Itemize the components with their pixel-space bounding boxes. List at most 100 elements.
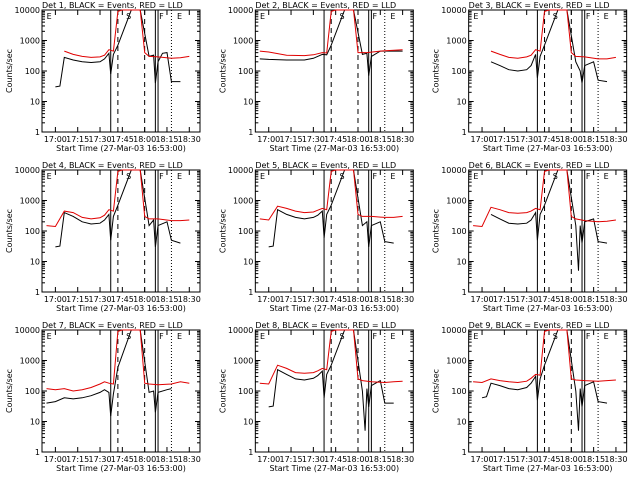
- x-tick-label: 18:15: [155, 295, 178, 304]
- series-lld-line: [46, 329, 190, 392]
- y-tick-label: 100: [238, 67, 253, 76]
- x-tick-label: 18:15: [155, 455, 178, 464]
- time-marker-letter: F: [372, 172, 377, 181]
- y-tick-label: 1: [462, 448, 467, 457]
- x-tick-label: 17:15: [493, 295, 516, 304]
- time-marker-letter: F: [586, 172, 591, 181]
- x-tick-label: 18:00: [346, 455, 369, 464]
- y-tick-label: 100: [451, 67, 466, 76]
- x-tick-label: 17:00: [257, 455, 280, 464]
- x-tick-label: 18:30: [604, 455, 627, 464]
- x-tick-label: 17:00: [44, 295, 67, 304]
- x-tick-label: 18:30: [178, 455, 201, 464]
- plot-frame: [254, 169, 414, 293]
- y-axis-label: Counts/sec: [218, 49, 227, 93]
- panel-det-1: Det 1, BLACK = Events, RED = LLD 1 10 100 10…: [5, 1, 201, 153]
- y-tick-label: 10: [243, 98, 253, 107]
- x-tick-label: 17:45: [324, 455, 347, 464]
- x-axis-label: Start Time (27-Mar-03 16:53:00): [56, 464, 186, 473]
- x-tick-label: 17:30: [515, 455, 538, 464]
- plot-frame: [468, 169, 628, 293]
- x-tick-label: 18:15: [582, 455, 605, 464]
- series-lld-line: [259, 9, 403, 57]
- y-tick-label: 1: [35, 448, 40, 457]
- time-marker-letter: E: [473, 172, 478, 181]
- x-tick-label: 17:30: [88, 295, 111, 304]
- panel-det-3: Det 3, BLACK = Events, RED = LLD 1 10 100 10…: [432, 1, 628, 153]
- x-tick-label: 17:00: [257, 135, 280, 144]
- x-tick-label: 17:45: [111, 295, 134, 304]
- panel-det-9: Det 9, BLACK = Events, RED = LLD 1 10 100 10…: [432, 321, 628, 473]
- y-tick-label: 10: [30, 418, 40, 427]
- plot-frame: [41, 169, 201, 293]
- time-marker-letter: E: [390, 12, 395, 21]
- series-events-line: [481, 329, 608, 431]
- x-tick-label: 17:15: [66, 455, 89, 464]
- x-tick-label: 17:15: [280, 455, 303, 464]
- x-tick-label: 18:00: [346, 135, 369, 144]
- series-lld-line: [259, 329, 403, 385]
- series-lld-line: [64, 9, 190, 59]
- y-tick-label: 100: [25, 387, 40, 396]
- time-marker-letter: F: [159, 12, 164, 21]
- x-tick-label: 18:15: [582, 135, 605, 144]
- series-events-line: [490, 9, 608, 84]
- plot-frame: [41, 329, 201, 453]
- x-tick-label: 17:30: [88, 455, 111, 464]
- plot-frame: [41, 9, 201, 133]
- y-tick-label: 1000: [233, 197, 253, 206]
- y-tick-label: 1000: [233, 357, 253, 366]
- time-marker-letter: E: [260, 332, 265, 341]
- x-tick-label: 17:00: [44, 135, 67, 144]
- x-tick-label: 17:30: [88, 135, 111, 144]
- panel-title: Det 7, BLACK = Events, RED = LLD: [42, 321, 183, 330]
- x-tick-label: 18:00: [346, 295, 369, 304]
- y-tick-label: 10000: [441, 166, 466, 175]
- panel-title: Det 6, BLACK = Events, RED = LLD: [469, 161, 610, 170]
- series-events-line: [268, 329, 394, 431]
- y-axis-label: Counts/sec: [432, 209, 441, 253]
- time-marker-letter: E: [604, 332, 609, 341]
- x-tick-label: 17:45: [111, 135, 134, 144]
- x-tick-label: 18:15: [582, 295, 605, 304]
- x-tick-label: 17:15: [66, 135, 89, 144]
- y-tick-label: 10000: [228, 166, 253, 175]
- series-events-line: [268, 169, 394, 248]
- x-axis-label: Start Time (27-Mar-03 16:53:00): [483, 464, 613, 473]
- y-tick-label: 10: [456, 258, 466, 267]
- x-tick-label: 17:30: [302, 135, 325, 144]
- y-tick-label: 10: [456, 98, 466, 107]
- y-axis-label: Counts/sec: [5, 369, 14, 413]
- series-lld-line: [259, 169, 403, 221]
- x-tick-label: 17:45: [537, 135, 560, 144]
- y-tick-label: 10: [243, 258, 253, 267]
- series-lld-line: [490, 9, 616, 60]
- y-tick-label: 10: [243, 418, 253, 427]
- x-tick-label: 18:00: [133, 455, 156, 464]
- x-tick-label: 18:00: [560, 295, 583, 304]
- y-tick-label: 10000: [15, 326, 40, 335]
- time-marker-letter: E: [260, 12, 265, 21]
- y-tick-label: 1: [248, 128, 253, 137]
- y-tick-label: 100: [451, 387, 466, 396]
- x-tick-label: 18:30: [391, 455, 414, 464]
- x-tick-label: 17:30: [302, 455, 325, 464]
- time-marker-letter: F: [372, 332, 377, 341]
- y-tick-label: 1: [248, 448, 253, 457]
- x-tick-label: 18:15: [369, 455, 392, 464]
- x-tick-label: 17:15: [493, 135, 516, 144]
- x-tick-label: 18:30: [178, 295, 201, 304]
- y-tick-label: 100: [25, 227, 40, 236]
- panel-title: Det 5, BLACK = Events, RED = LLD: [255, 161, 396, 170]
- panel-title: Det 3, BLACK = Events, RED = LLD: [469, 1, 610, 10]
- y-tick-label: 10000: [15, 6, 40, 15]
- panel-title: Det 4, BLACK = Events, RED = LLD: [42, 161, 183, 170]
- y-tick-label: 1000: [20, 37, 40, 46]
- y-tick-label: 10000: [15, 166, 40, 175]
- x-tick-label: 18:30: [391, 295, 414, 304]
- x-axis-label: Start Time (27-Mar-03 16:53:00): [56, 304, 186, 313]
- series-events-line: [46, 329, 172, 417]
- y-axis-label: Counts/sec: [5, 49, 14, 93]
- time-marker-letter: E: [473, 332, 478, 341]
- panel-det-6: Det 6, BLACK = Events, RED = LLD 1 10 100 10…: [432, 161, 628, 313]
